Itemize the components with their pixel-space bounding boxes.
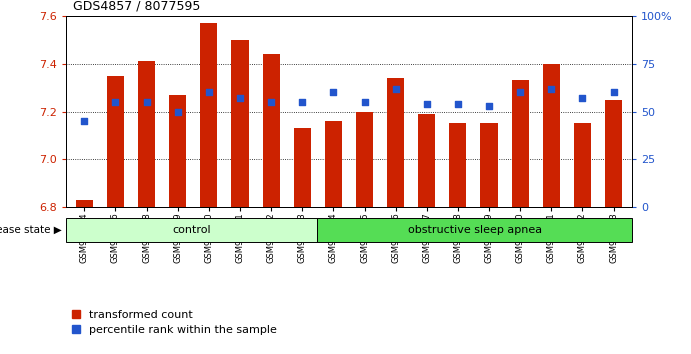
Bar — [294, 128, 311, 207]
Point — [546, 86, 557, 91]
Point — [577, 95, 588, 101]
Point — [484, 103, 495, 109]
Bar — [169, 95, 187, 207]
Point — [453, 101, 464, 107]
Bar — [387, 78, 404, 207]
Point — [390, 86, 401, 91]
Point — [79, 118, 90, 124]
Bar — [76, 200, 93, 207]
Point — [203, 90, 214, 95]
Text: GDS4857 / 8077595: GDS4857 / 8077595 — [73, 0, 200, 12]
Point — [608, 90, 619, 95]
Bar — [138, 61, 155, 207]
Bar — [511, 80, 529, 207]
Legend: transformed count, percentile rank within the sample: transformed count, percentile rank withi… — [71, 310, 277, 335]
Text: disease state ▶: disease state ▶ — [0, 225, 62, 235]
Bar — [66, 218, 317, 242]
Bar — [356, 112, 373, 207]
Bar — [200, 23, 218, 207]
Bar — [542, 64, 560, 207]
Point — [422, 101, 433, 107]
Bar — [574, 124, 591, 207]
Bar — [449, 124, 466, 207]
Point — [265, 99, 276, 105]
Point — [359, 99, 370, 105]
Bar — [325, 121, 342, 207]
Point — [234, 95, 245, 101]
Bar — [263, 54, 280, 207]
Point — [328, 90, 339, 95]
Bar — [231, 40, 249, 207]
Point — [296, 99, 307, 105]
Bar — [605, 99, 622, 207]
Bar — [480, 124, 498, 207]
Bar — [418, 114, 435, 207]
Bar — [317, 218, 632, 242]
Point — [515, 90, 526, 95]
Bar — [107, 76, 124, 207]
Point — [141, 99, 152, 105]
Point — [172, 109, 183, 114]
Text: obstructive sleep apnea: obstructive sleep apnea — [408, 225, 542, 235]
Point — [110, 99, 121, 105]
Text: control: control — [172, 225, 211, 235]
